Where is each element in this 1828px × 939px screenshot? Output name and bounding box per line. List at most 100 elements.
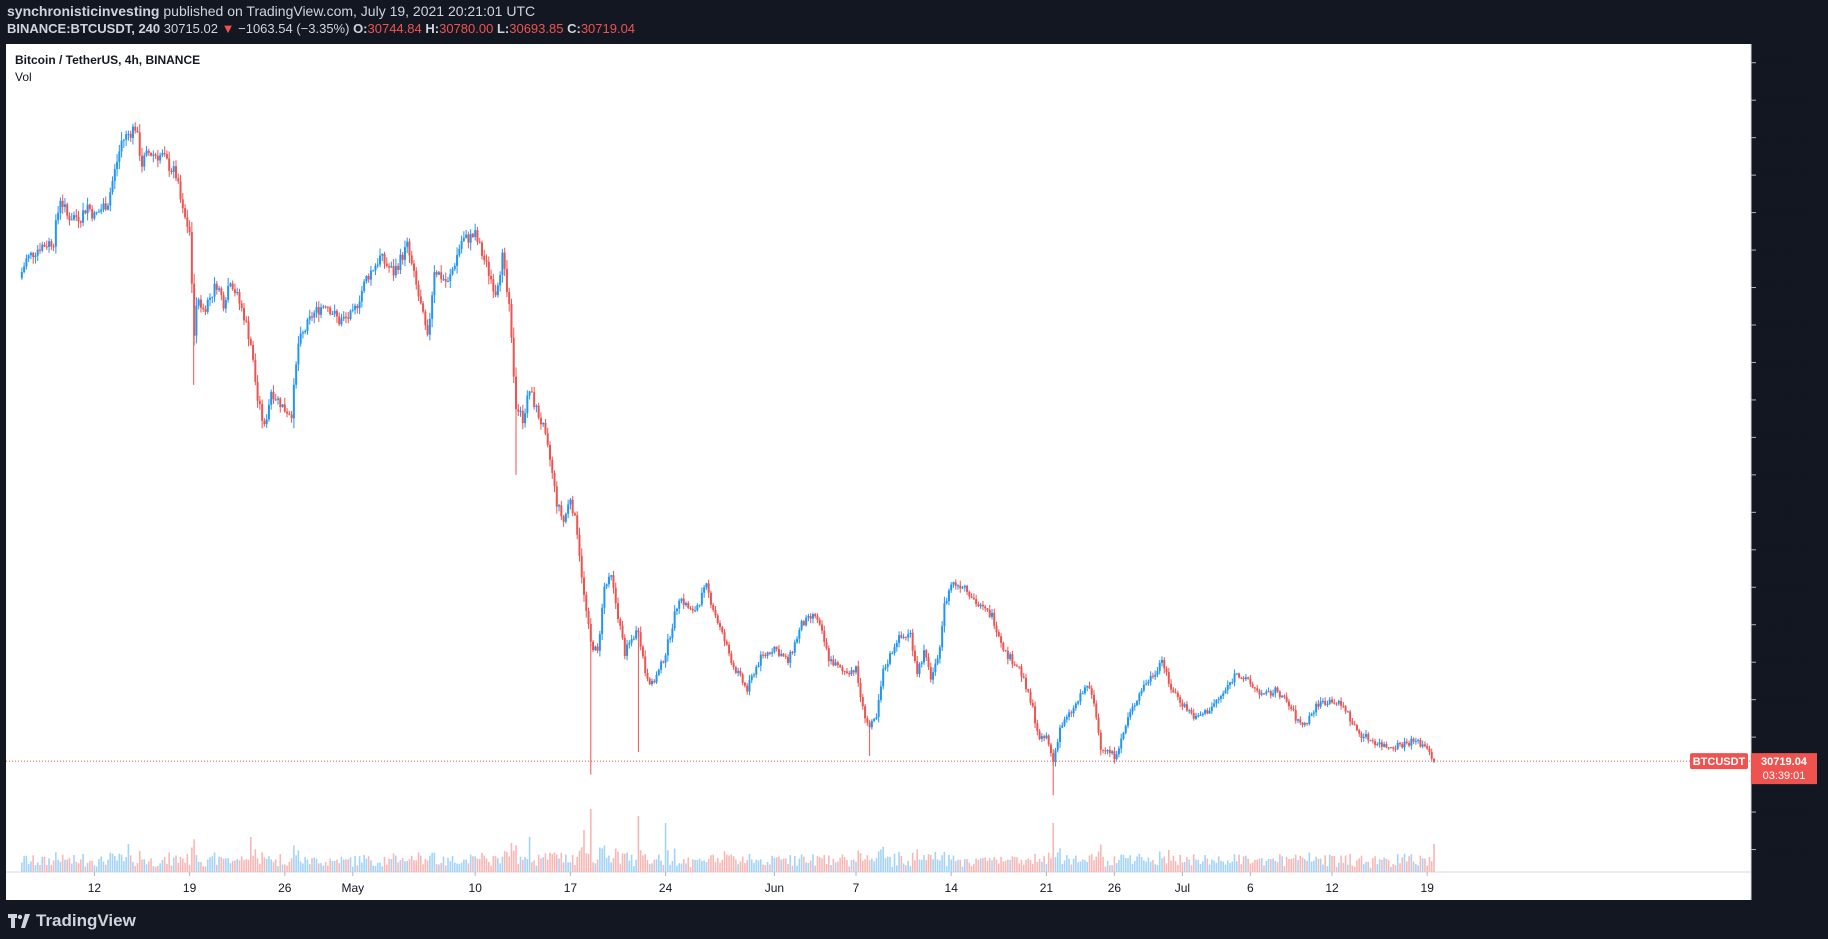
candle-body: [578, 534, 581, 556]
volume-bar: [438, 864, 440, 872]
candle-body: [1083, 687, 1086, 694]
price-tag-bg: [1751, 753, 1817, 785]
volume-bar: [154, 866, 157, 872]
candle-body: [1167, 672, 1170, 684]
volume-bar: [1206, 858, 1209, 872]
tradingview-logo[interactable]: TradingView: [8, 909, 136, 933]
candle-body: [236, 292, 239, 294]
candle-body: [59, 200, 62, 213]
volume-bar: [739, 861, 742, 872]
volume-bar: [170, 865, 173, 872]
candle-body: [1215, 699, 1218, 704]
candle-body: [845, 671, 848, 674]
volume-bar: [406, 860, 408, 872]
volume-bar: [528, 837, 531, 872]
volume-bar: [1417, 865, 1419, 872]
volume-bar: [1242, 856, 1245, 872]
volume-bar: [27, 863, 30, 872]
candle-body: [86, 204, 89, 214]
candle-body: [1201, 713, 1204, 715]
volume-bar: [356, 865, 359, 872]
candle-body: [363, 281, 366, 292]
volume-bar: [1181, 862, 1184, 872]
volume-bar: [1029, 859, 1032, 872]
volume-bar: [211, 856, 214, 872]
volume-bar: [410, 855, 413, 872]
candle-body: [716, 615, 719, 624]
volume-bar: [1294, 854, 1297, 872]
publisher-name[interactable]: synchronisticinvesting: [7, 3, 160, 19]
price-axis[interactable]: 68000.00 66000.00 64000.00 62000.00 60000.00…: [1751, 56, 1810, 857]
volume-bar: [1213, 860, 1215, 872]
candle-body: [1414, 740, 1417, 742]
candle-body: [66, 204, 69, 216]
candle-body: [567, 504, 570, 514]
volume-bar: [605, 857, 608, 872]
volume-bar: [152, 866, 155, 872]
volume-bar: [737, 864, 739, 872]
time-axis[interactable]: 12 19 26 May 10 17 24 Jun 7 14 21 26 Jul 6 12 19: [88, 872, 1434, 895]
candle-body: [254, 359, 257, 382]
candle-body: [1426, 746, 1429, 749]
volume-bar: [413, 860, 415, 872]
volume-bar: [1297, 860, 1299, 872]
volume-bar: [1056, 852, 1059, 872]
candle-body: [682, 598, 685, 605]
candle-body: [1002, 642, 1005, 651]
volume-bar: [1215, 862, 1218, 872]
candle-body: [1258, 690, 1261, 695]
volume-bar: [372, 865, 374, 872]
volume-bar: [70, 863, 73, 872]
publisher-line: synchronisticinvesting published on Trad…: [7, 3, 535, 21]
candle-body: [879, 686, 882, 700]
candle-body: [1158, 662, 1161, 672]
volume-bar: [25, 855, 28, 872]
candle-body: [1165, 668, 1168, 673]
candle-body: [70, 219, 73, 221]
candle-body: [1392, 747, 1395, 749]
candle-body: [170, 170, 173, 173]
candle-body: [111, 180, 114, 193]
candle-body: [675, 608, 678, 612]
volume-bar: [125, 857, 127, 872]
volume-bar: [939, 860, 941, 872]
candle-body: [258, 400, 261, 405]
candle-body: [852, 670, 855, 673]
candle-body: [1004, 650, 1007, 652]
chart-panel[interactable]: [6, 44, 1751, 900]
volume-bar: [998, 863, 1000, 872]
volume-bar: [352, 866, 354, 872]
candle-body: [1349, 711, 1352, 722]
candle-body: [811, 614, 814, 619]
price-tick-label: 40000.00: [1760, 580, 1810, 594]
volume-bar: [959, 859, 962, 872]
volume-bar: [268, 856, 270, 872]
candle-body: [1312, 712, 1315, 714]
candle-body: [1285, 696, 1288, 702]
volume-bar: [186, 853, 189, 872]
candle-body: [703, 587, 706, 593]
candle-body: [753, 674, 755, 676]
candle-body: [481, 242, 483, 256]
candle-body: [868, 722, 871, 728]
volume-bar: [1328, 854, 1331, 872]
candle-body: [365, 276, 368, 282]
volume-bar: [1421, 858, 1424, 872]
volume-bar: [1331, 856, 1333, 872]
volume-bar: [472, 856, 474, 872]
candle-body: [419, 296, 422, 304]
volume-bar: [755, 859, 758, 872]
volume-bar: [451, 855, 454, 872]
candle-body: [1117, 748, 1120, 755]
candle-body: [159, 155, 162, 161]
candle-body: [660, 661, 663, 670]
volume-bar: [551, 853, 554, 872]
candle-body: [977, 604, 980, 607]
volume-bar: [322, 865, 325, 872]
volume-bar: [723, 851, 726, 872]
candle-body: [1306, 722, 1309, 724]
volume-bar: [1027, 858, 1030, 872]
volume-bar: [1279, 854, 1281, 872]
volume-bar: [828, 855, 830, 872]
